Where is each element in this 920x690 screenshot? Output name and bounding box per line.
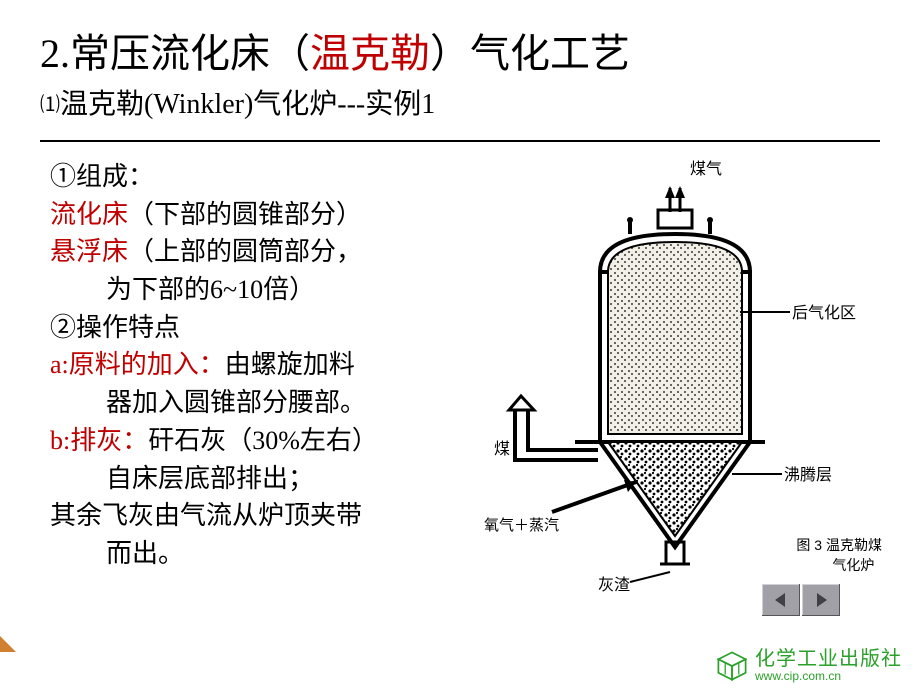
next-button[interactable] — [802, 584, 840, 616]
label-ash: 灰渣 — [598, 576, 630, 594]
subtitle-pre: 温克勒(Winkler)气化炉---实例 — [60, 89, 421, 120]
title-red: 温克勒 — [310, 31, 430, 76]
line-rest-1: 其余飞灰由气流从炉顶夹带 — [50, 497, 470, 535]
line-ops: ②操作特点 — [50, 309, 470, 347]
prev-button[interactable] — [762, 584, 800, 616]
title-post: ）气化工艺 — [430, 31, 630, 76]
chevron-right-icon — [812, 591, 830, 609]
subtitle-num: ⑴ — [40, 94, 60, 116]
line-fluidbed: 流化床（下部的圆锥部分） — [50, 196, 470, 234]
line-a: a:原料的加入：由螺旋加料 — [50, 346, 470, 384]
title-block: 2.常压流化床（温克勒）气化工艺 ⑴温克勒(Winkler)气化炉---实例1 — [0, 0, 920, 128]
label-boiling: 沸腾层 — [784, 466, 832, 484]
caption-line1: 图 3 温克勒煤 — [796, 536, 882, 556]
chevron-left-icon — [772, 591, 790, 609]
subtitle: ⑴温克勒(Winkler)气化炉---实例1 — [40, 82, 880, 122]
line-b: b:排灰：矸石灰（30%左右） — [50, 422, 470, 460]
line-composition: ①组成： — [50, 158, 470, 196]
publisher-logo-icon — [715, 649, 749, 683]
footer-text: 化学工业出版社 www.cip.com.cn — [755, 648, 902, 683]
diagram-column: 煤气 后气化区 煤 沸腾层 氧气＋蒸汽 灰渣 图 3 温克勒煤 气化炉 — [470, 158, 900, 573]
label-coal: 煤 — [494, 440, 510, 458]
line-rest-2: 而出。 — [50, 535, 470, 573]
subtitle-example-num: 1 — [421, 89, 435, 120]
publisher-url: www.cip.com.cn — [755, 670, 902, 683]
label-oxsteam: 氧气＋蒸汽 — [484, 517, 559, 534]
label-postzone: 后气化区 — [792, 304, 856, 322]
publisher-name: 化学工业出版社 — [755, 648, 902, 670]
text-column: ①组成： 流化床（下部的圆锥部分） 悬浮床（上部的圆筒部分， 为下部的6~10倍… — [50, 158, 470, 573]
title-number: 2. — [40, 31, 70, 76]
footer: 化学工业出版社 www.cip.com.cn — [0, 642, 920, 690]
line-a-2: 器加入圆锥部分腰部。 — [50, 384, 470, 422]
label-gas: 煤气 — [690, 160, 722, 178]
main-title: 2.常压流化床（温克勒）气化工艺 — [40, 30, 880, 78]
content-row: ①组成： 流化床（下部的圆锥部分） 悬浮床（上部的圆筒部分， 为下部的6~10倍… — [0, 142, 920, 573]
caption-line2: 气化炉 — [796, 556, 882, 576]
nav-arrows — [762, 584, 840, 616]
diagram-caption: 图 3 温克勒煤 气化炉 — [796, 536, 882, 575]
line-b-2: 自床层底部排出； — [50, 460, 470, 498]
title-pre: 常压流化床（ — [70, 31, 310, 76]
line-suspbed-2: 为下部的6~10倍） — [50, 271, 470, 309]
line-suspbed: 悬浮床（上部的圆筒部分， — [50, 233, 470, 271]
